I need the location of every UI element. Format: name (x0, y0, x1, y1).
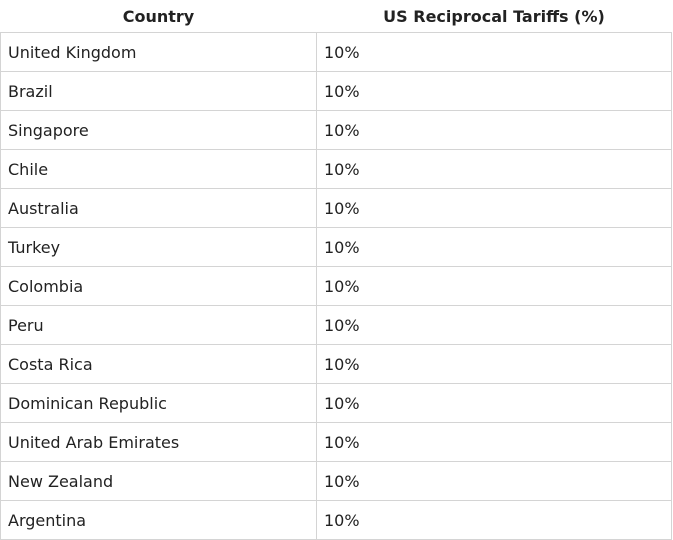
table-row: Colombia 10% (0, 266, 672, 306)
table-row: Brazil 10% (0, 71, 672, 111)
table-row: Peru 10% (0, 305, 672, 345)
header-row: Country US Reciprocal Tariffs (%) (0, 0, 672, 33)
country-cell: Dominican Republic (0, 383, 317, 423)
country-cell: United Kingdom (0, 32, 317, 72)
country-cell: United Arab Emirates (0, 422, 317, 462)
table-row: United Arab Emirates 10% (0, 422, 672, 462)
header-cell: Country (0, 0, 317, 33)
table-row: Turkey 10% (0, 227, 672, 267)
country-cell: Australia (0, 188, 317, 228)
country-cell: Peru (0, 305, 317, 345)
country-cell: Chile (0, 149, 317, 189)
tariff-cell: 10% (316, 227, 672, 267)
tariff-cell: 10% (316, 344, 672, 384)
tariff-cell: 10% (316, 71, 672, 111)
table-row: Argentina 10% (0, 500, 672, 540)
header-cell: US Reciprocal Tariffs (%) (316, 0, 672, 33)
country-cell: Singapore (0, 110, 317, 150)
country-cell: Colombia (0, 266, 317, 306)
country-cell: Argentina (0, 500, 317, 540)
table-row: Chile 10% (0, 149, 672, 189)
tariff-cell: 10% (316, 32, 672, 72)
tariff-cell: 10% (316, 110, 672, 150)
tariff-cell: 10% (316, 149, 672, 189)
table-row: Costa Rica 10% (0, 344, 672, 384)
table-row: New Zealand 10% (0, 461, 672, 501)
tariff-cell: 10% (316, 383, 672, 423)
tariff-cell: 10% (316, 188, 672, 228)
table-row: Dominican Republic 10% (0, 383, 672, 423)
country-cell: Turkey (0, 227, 317, 267)
table-body: United Kingdom 10% Brazil 10% Singapore 10% Ch… (0, 32, 672, 540)
country-cell: Brazil (0, 71, 317, 111)
table-head: Country US Reciprocal Tariffs (%) (0, 0, 672, 33)
tariff-cell: 10% (316, 305, 672, 345)
country-cell: Costa Rica (0, 344, 317, 384)
table-row: Singapore 10% (0, 110, 672, 150)
tariff-cell: 10% (316, 422, 672, 462)
country-cell: New Zealand (0, 461, 317, 501)
tariff-cell: 10% (316, 266, 672, 306)
table-row: Australia 10% (0, 188, 672, 228)
tariff-cell: 10% (316, 461, 672, 501)
tariff-cell: 10% (316, 500, 672, 540)
table-row: United Kingdom 10% (0, 32, 672, 72)
